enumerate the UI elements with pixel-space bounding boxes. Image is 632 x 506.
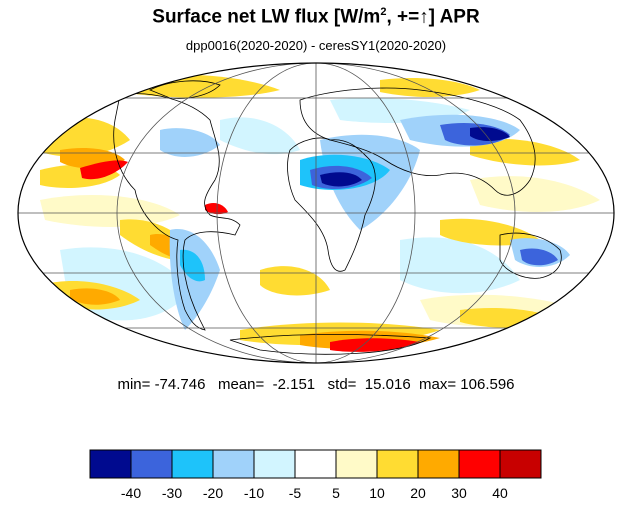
- colorbar-box: [212, 449, 255, 479]
- map-border: [17, 62, 615, 364]
- colorbar-box: [171, 449, 214, 479]
- colorbar-tick-label: -30: [161, 485, 183, 501]
- stat-mean-value: -2.151: [272, 376, 316, 393]
- colorbar-box: [376, 449, 419, 479]
- stat-min-value: -74.746: [154, 376, 206, 393]
- stat-std-value: 15.016: [364, 376, 411, 393]
- plot-title: Surface net LW flux [W/m2, +=↑] APR: [0, 6, 632, 28]
- colorbar-tick-label: 40: [492, 485, 508, 501]
- stat-max-value: 106.596: [460, 376, 515, 393]
- colorbar-tick-label: 5: [332, 485, 340, 501]
- coastlines: [113, 80, 562, 355]
- world-map: [17, 62, 615, 364]
- colorbar-box: [294, 449, 337, 479]
- title-superscript: 2: [380, 6, 387, 18]
- colorbar-box: [417, 449, 460, 479]
- colorbar-box: [335, 449, 378, 479]
- colorbar-box: [499, 449, 542, 479]
- title-main: Surface net LW flux [W/m: [152, 6, 381, 28]
- colorbar-box: [253, 449, 296, 479]
- colorbar-tick-label: -10: [243, 485, 265, 501]
- plot-subtitle: dpp0016(2020-2020) - ceresSY1(2020-2020): [185, 38, 447, 53]
- stat-std-label: std=: [327, 376, 357, 393]
- colorbar-tick-label: 30: [451, 485, 467, 501]
- colorbar-tick-label: -40: [120, 485, 142, 501]
- colorbar-tick-label: 10: [369, 485, 385, 501]
- stat-min-label: min=: [117, 376, 151, 393]
- colorbar-box: [130, 449, 173, 479]
- colorbar: [89, 449, 542, 479]
- colorbar-box: [458, 449, 501, 479]
- stat-max-label: max=: [419, 376, 457, 393]
- title-rest: , +=↑] APR: [386, 6, 480, 28]
- stats-line: min= -74.746 mean= -2.151 std= 15.016 ma…: [0, 376, 632, 393]
- stat-mean-label: mean=: [217, 376, 265, 393]
- colorbar-tick-label: -20: [202, 485, 224, 501]
- colorbar-tick-label: 20: [410, 485, 426, 501]
- colorbar-box: [89, 449, 132, 479]
- colorbar-tick-label: -5: [288, 485, 302, 501]
